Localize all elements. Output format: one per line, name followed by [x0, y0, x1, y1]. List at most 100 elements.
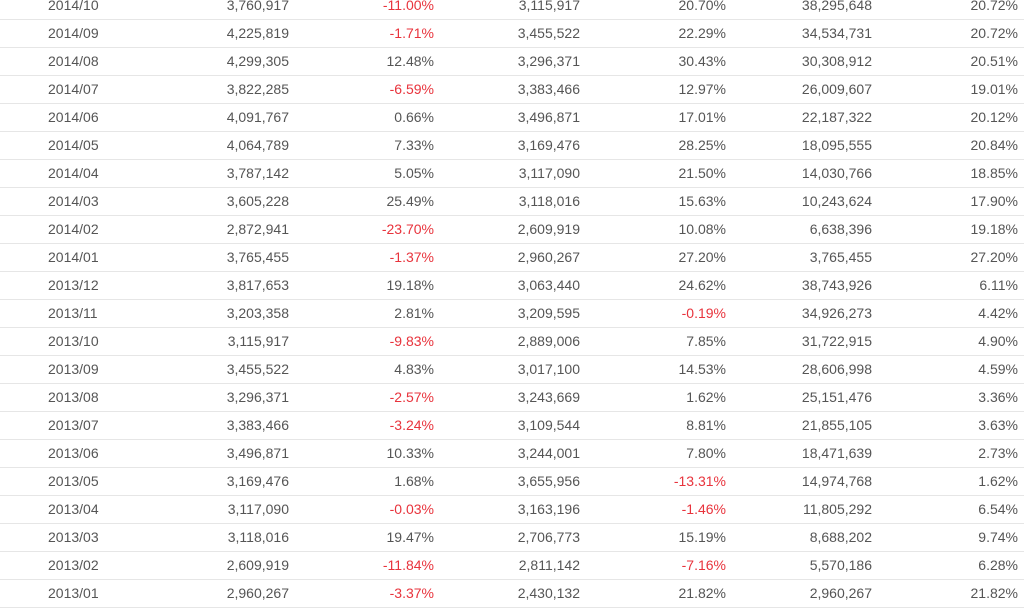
date-cell: 2014/10: [48, 0, 99, 13]
table-row: 2014/07 3,822,285 -6.59% 3,383,466 12.97% 26,…: [0, 76, 1024, 104]
growth-cell: -13.31%: [673, 473, 726, 489]
value-cell: 4,091,767: [226, 109, 289, 125]
cumulative-cell: 26,009,607: [801, 81, 872, 97]
cumulative-cell: 38,295,648: [801, 0, 872, 13]
table-row: 2013/01 2,960,267 -3.37% 2,430,132 21.82% 2,9…: [0, 580, 1024, 608]
value-cell: 2,872,941: [226, 221, 289, 237]
compare-value-cell: 2,706,773: [517, 529, 580, 545]
table-row: 2013/09 3,455,522 4.83% 3,017,100 14.53% 28,6…: [0, 356, 1024, 384]
table-row: 2013/04 3,117,090 -0.03% 3,163,196 -1.46% 11,…: [0, 496, 1024, 524]
value-cell: 4,225,819: [226, 25, 289, 41]
cumulative-growth-cell: 18.85%: [970, 165, 1018, 181]
date-cell: 2013/02: [48, 557, 99, 573]
cumulative-cell: 34,534,731: [801, 25, 872, 41]
cumulative-growth-cell: 19.18%: [970, 221, 1018, 237]
growth-cell: 24.62%: [678, 277, 726, 293]
value-cell: 3,496,871: [226, 445, 289, 461]
cumulative-growth-cell: 3.63%: [978, 417, 1018, 433]
compare-value-cell: 3,209,595: [517, 305, 580, 321]
compare-value-cell: 3,163,196: [517, 501, 580, 517]
cumulative-cell: 34,926,273: [801, 305, 872, 321]
value-cell: 3,765,455: [226, 249, 289, 265]
growth-cell: 15.19%: [678, 529, 726, 545]
cumulative-cell: 14,974,768: [801, 473, 872, 489]
table-row: 2013/03 3,118,016 19.47% 2,706,773 15.19% 8,6…: [0, 524, 1024, 552]
cumulative-growth-cell: 17.90%: [970, 193, 1018, 209]
cumulative-cell: 3,765,455: [809, 249, 872, 265]
cumulative-growth-cell: 21.82%: [970, 585, 1018, 601]
cumulative-growth-cell: 20.72%: [970, 25, 1018, 41]
compare-value-cell: 2,889,006: [517, 333, 580, 349]
value-cell: 2,609,919: [226, 557, 289, 573]
cumulative-growth-cell: 3.36%: [978, 389, 1018, 405]
date-cell: 2014/03: [48, 193, 99, 209]
date-cell: 2013/08: [48, 389, 99, 405]
change-cell: -9.83%: [389, 333, 434, 349]
change-cell: -3.24%: [389, 417, 434, 433]
compare-value-cell: 3,063,440: [517, 277, 580, 293]
growth-cell: 27.20%: [678, 249, 726, 265]
cumulative-cell: 30,308,912: [801, 53, 872, 69]
value-cell: 3,760,917: [226, 0, 289, 13]
compare-value-cell: 3,496,871: [517, 109, 580, 125]
change-cell: 0.66%: [394, 109, 434, 125]
date-cell: 2013/07: [48, 417, 99, 433]
date-cell: 2014/04: [48, 165, 99, 181]
table-row: 2014/06 4,091,767 0.66% 3,496,871 17.01% 22,1…: [0, 104, 1024, 132]
compare-value-cell: 2,960,267: [517, 249, 580, 265]
date-cell: 2013/05: [48, 473, 99, 489]
value-cell: 3,169,476: [226, 473, 289, 489]
change-cell: 7.33%: [394, 137, 434, 153]
cumulative-growth-cell: 27.20%: [970, 249, 1018, 265]
cumulative-cell: 38,743,926: [801, 277, 872, 293]
cumulative-cell: 31,722,915: [801, 333, 872, 349]
growth-cell: 10.08%: [678, 221, 726, 237]
table-row: 2013/10 3,115,917 -9.83% 2,889,006 7.85% 31,7…: [0, 328, 1024, 356]
cumulative-cell: 2,960,267: [809, 585, 872, 601]
growth-cell: -1.46%: [681, 501, 726, 517]
value-cell: 3,115,917: [227, 333, 289, 349]
growth-cell: 21.82%: [678, 585, 726, 601]
table-row: 2014/10 3,760,917 -11.00% 3,115,917 20.70% 38…: [0, 0, 1024, 20]
growth-cell: 7.85%: [686, 333, 726, 349]
cumulative-growth-cell: 19.01%: [970, 81, 1018, 97]
growth-cell: 21.50%: [678, 165, 726, 181]
cumulative-cell: 25,151,476: [801, 389, 872, 405]
growth-cell: 28.25%: [678, 137, 726, 153]
cumulative-cell: 18,471,639: [801, 445, 872, 461]
cumulative-growth-cell: 20.84%: [970, 137, 1018, 153]
compare-value-cell: 3,243,669: [517, 389, 580, 405]
value-cell: 3,383,466: [226, 417, 289, 433]
change-cell: -1.37%: [389, 249, 434, 265]
growth-cell: 17.01%: [678, 109, 726, 125]
compare-value-cell: 3,117,090: [518, 165, 580, 181]
date-cell: 2014/09: [48, 25, 99, 41]
date-cell: 2013/12: [48, 277, 99, 293]
cumulative-growth-cell: 6.28%: [978, 557, 1018, 573]
table-row: 2013/07 3,383,466 -3.24% 3,109,544 8.81% 21,8…: [0, 412, 1024, 440]
change-cell: -11.00%: [382, 0, 434, 13]
cumulative-cell: 11,805,292: [802, 501, 872, 517]
growth-cell: 12.97%: [678, 81, 726, 97]
cumulative-cell: 28,606,998: [801, 361, 872, 377]
cumulative-growth-cell: 4.42%: [978, 305, 1018, 321]
change-cell: 1.68%: [394, 473, 434, 489]
change-cell: -11.84%: [382, 557, 434, 573]
growth-cell: 15.63%: [678, 193, 726, 209]
change-cell: -1.71%: [389, 25, 434, 41]
date-cell: 2014/07: [48, 81, 99, 97]
date-cell: 2013/01: [48, 585, 99, 601]
compare-value-cell: 3,296,371: [517, 53, 580, 69]
cumulative-growth-cell: 20.51%: [970, 53, 1018, 69]
cumulative-cell: 18,095,555: [801, 137, 872, 153]
date-cell: 2013/03: [48, 529, 99, 545]
date-cell: 2013/06: [48, 445, 99, 461]
growth-cell: 1.62%: [686, 389, 726, 405]
cumulative-growth-cell: 1.62%: [978, 473, 1018, 489]
growth-cell: 22.29%: [678, 25, 726, 41]
change-cell: 5.05%: [394, 165, 434, 181]
cumulative-growth-cell: 9.74%: [978, 529, 1018, 545]
value-cell: 3,117,090: [227, 501, 289, 517]
value-cell: 3,455,522: [226, 361, 289, 377]
date-cell: 2014/05: [48, 137, 99, 153]
